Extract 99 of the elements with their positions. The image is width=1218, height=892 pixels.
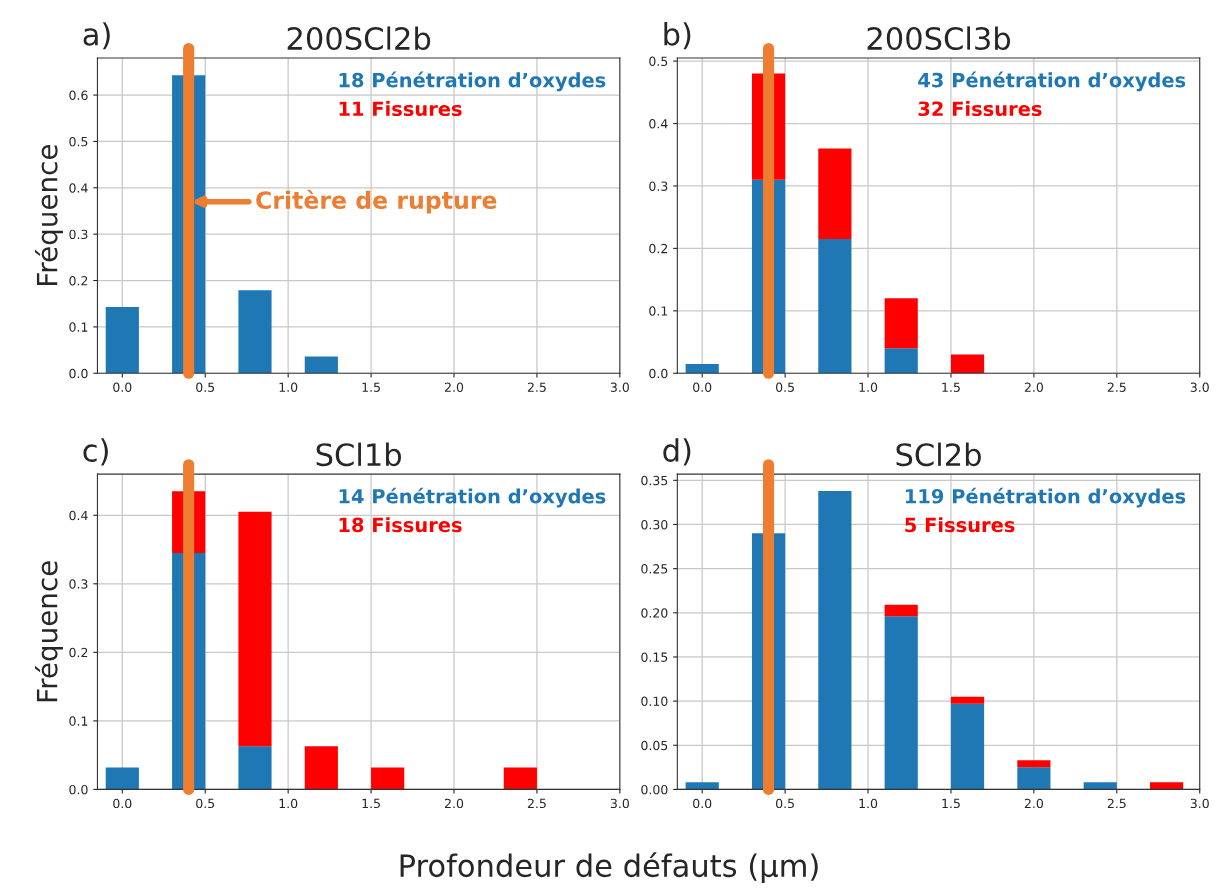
text: 43 Pénétration d’oxydes bbox=[918, 71, 1186, 92]
bar bbox=[685, 782, 719, 790]
y-axis-title: Fréquence bbox=[34, 145, 63, 285]
y-tick-label: 0.0 bbox=[649, 368, 668, 379]
y-tick-label: 0.5 bbox=[69, 136, 88, 147]
x-tick-label: 3.0 bbox=[1190, 382, 1209, 392]
x-tick-label: 2.0 bbox=[444, 382, 464, 392]
x-tick-label: 0.5 bbox=[196, 798, 215, 809]
chart-title: 200SCl3b bbox=[867, 26, 1011, 51]
text: b) bbox=[664, 22, 691, 50]
chart-title: 200SCl2b bbox=[287, 26, 431, 51]
x-tick-label: 1.0 bbox=[279, 798, 298, 809]
legend-label: 11 Fissures bbox=[339, 101, 462, 117]
bar bbox=[238, 290, 272, 374]
chart-title: SCl1b bbox=[316, 442, 401, 467]
text: 18 Pénétration d’oxydes bbox=[339, 71, 606, 92]
text: 32 Fissures bbox=[918, 101, 1042, 117]
x-tick-label: 0.0 bbox=[693, 382, 712, 392]
x-tick-label: 2.5 bbox=[1107, 382, 1126, 392]
y-tick-label: 0.4 bbox=[69, 183, 88, 193]
x-tick-label: 2.0 bbox=[1024, 798, 1043, 809]
text: c) bbox=[83, 438, 108, 466]
x-tick-label: 2.5 bbox=[527, 382, 546, 392]
y-tick-label: 0.4 bbox=[649, 119, 668, 129]
text: 119 Pénétration d’oxydes bbox=[905, 487, 1186, 508]
y-tick-label: 0.4 bbox=[69, 510, 88, 521]
x-tick-label: 1.5 bbox=[362, 382, 380, 392]
y-tick-label: 0.35 bbox=[641, 475, 668, 486]
text: 18 Fissures bbox=[339, 517, 462, 533]
bar bbox=[818, 490, 852, 790]
bar bbox=[1017, 767, 1051, 790]
x-tick-label: 0.0 bbox=[113, 798, 132, 809]
text: 5 Fissures bbox=[905, 517, 1015, 533]
bar bbox=[685, 363, 719, 374]
bar bbox=[304, 356, 338, 374]
y-tick-label: 0.10 bbox=[641, 696, 668, 707]
x-tick-label: 1.5 bbox=[942, 382, 960, 392]
text: 14 Pénétration d’oxydes bbox=[339, 487, 606, 508]
y-tick-label: 0.0 bbox=[69, 784, 88, 795]
x-tick-label: 0.5 bbox=[196, 382, 215, 392]
x-tick-label: 2.5 bbox=[527, 798, 546, 809]
y-tick-label: 0.6 bbox=[69, 90, 88, 100]
bar bbox=[503, 767, 537, 790]
x-tick-label: 1.0 bbox=[859, 798, 878, 809]
bar bbox=[818, 148, 852, 240]
y-tick-label: 0.3 bbox=[69, 229, 88, 240]
y-tick-label: 0.25 bbox=[641, 564, 668, 574]
x-tick-label: 0.5 bbox=[776, 382, 794, 392]
text: a) bbox=[83, 22, 110, 50]
y-tick-label: 0.2 bbox=[69, 276, 88, 286]
y-tick-label: 0.3 bbox=[69, 579, 88, 589]
y-axis-title: Fréquence bbox=[34, 561, 63, 702]
y-tick-label: 0.1 bbox=[69, 322, 88, 332]
x-tick-label: 1.5 bbox=[942, 798, 960, 809]
x-tick-label: 0.0 bbox=[693, 798, 712, 809]
x-tick-label: 1.0 bbox=[859, 382, 878, 392]
x-tick-label: 2.0 bbox=[444, 798, 464, 809]
bar bbox=[105, 767, 139, 790]
bar bbox=[884, 298, 918, 349]
bar bbox=[105, 306, 139, 374]
x-tick-label: 1.5 bbox=[362, 798, 380, 809]
bar bbox=[371, 767, 405, 790]
x-tick-label: 3.0 bbox=[610, 382, 629, 392]
y-tick-label: 0.20 bbox=[641, 608, 668, 618]
bar bbox=[950, 354, 985, 374]
x-tick-label: 0.5 bbox=[776, 798, 794, 809]
y-tick-label: 0.1 bbox=[69, 716, 88, 726]
x-axis-title: Profondeur de défauts (µm) bbox=[400, 852, 818, 884]
y-tick-label: 0.05 bbox=[641, 740, 668, 751]
y-tick-label: 0.3 bbox=[649, 181, 668, 191]
y-tick-label: 0.5 bbox=[649, 56, 668, 67]
x-tick-label: 3.0 bbox=[1190, 798, 1209, 809]
y-tick-label: 0.15 bbox=[641, 652, 668, 662]
bar bbox=[818, 239, 852, 374]
x-tick-label: 3.0 bbox=[610, 798, 629, 809]
y-tick-label: 0.0 bbox=[69, 368, 88, 379]
bar bbox=[884, 616, 918, 790]
y-tick-label: 0.2 bbox=[649, 243, 668, 254]
x-tick-label: 0.0 bbox=[113, 382, 132, 392]
y-tick-label: 0.2 bbox=[69, 647, 88, 658]
annotation: Critère de rupture bbox=[256, 189, 497, 214]
bar bbox=[884, 348, 918, 374]
bar bbox=[1149, 782, 1184, 790]
bar bbox=[950, 703, 985, 790]
y-tick-label: 0.30 bbox=[641, 519, 668, 530]
text: d) bbox=[663, 438, 691, 466]
y-tick-label: 0.1 bbox=[649, 306, 668, 316]
bar bbox=[950, 696, 985, 704]
bar bbox=[1017, 760, 1051, 768]
x-tick-label: 2.5 bbox=[1107, 798, 1126, 809]
bar bbox=[238, 746, 272, 790]
chart-title: SCl2b bbox=[896, 442, 981, 467]
x-tick-label: 2.0 bbox=[1024, 382, 1043, 392]
x-tick-label: 1.0 bbox=[279, 382, 298, 392]
y-tick-label: 0.00 bbox=[641, 784, 668, 795]
bar bbox=[238, 511, 272, 747]
bar bbox=[1083, 782, 1117, 790]
bar bbox=[304, 746, 338, 790]
bar bbox=[884, 604, 918, 617]
